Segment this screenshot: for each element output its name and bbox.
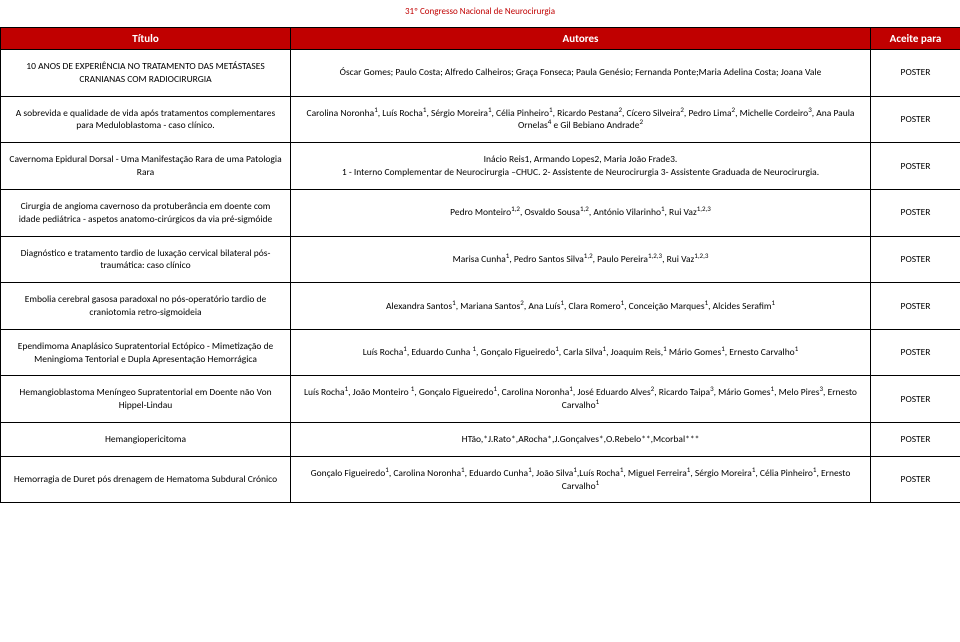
col-header-title: Título (1, 28, 291, 50)
accept-label: POSTER (871, 236, 960, 283)
abstract-authors: HTão,*J.Rato*,ARocha*,J.Gonçalves*,O.Reb… (291, 423, 871, 457)
table-row: Ependimoma Anaplásico Supratentorial Ect… (1, 329, 960, 376)
accept-label: POSTER (871, 143, 960, 190)
abstract-title: Diagnóstico e tratamento tardio de luxaç… (1, 236, 291, 283)
abstract-authors: Pedro Monteiro1,2, Osvaldo Sousa1,2, Ant… (291, 189, 871, 236)
table-row: Embolia cerebral gasosa paradoxal no pós… (1, 283, 960, 330)
col-header-accept: Aceite para (871, 28, 960, 50)
abstract-title: 10 ANOS DE EXPERIÊNCIA NO TRATAMENTO DAS… (1, 50, 291, 97)
abstract-authors: Alexandra Santos1, Mariana Santos2, Ana … (291, 283, 871, 330)
abstract-title: Hemangiopericitoma (1, 423, 291, 457)
abstract-authors: Gonçalo Figueiredo1, Carolina Noronha1, … (291, 456, 871, 503)
abstract-title: Cirurgia de angioma cavernoso da protube… (1, 189, 291, 236)
abstract-authors: Marisa Cunha1, Pedro Santos Silva1,2, Pa… (291, 236, 871, 283)
accept-label: POSTER (871, 96, 960, 143)
table-row: Cavernoma Epidural Dorsal - Uma Manifest… (1, 143, 960, 190)
abstract-authors: Carolina Noronha1, Luís Rocha1, Sérgio M… (291, 96, 871, 143)
table-header-row: Título Autores Aceite para (1, 28, 960, 50)
abstract-title: Embolia cerebral gasosa paradoxal no pós… (1, 283, 291, 330)
congress-title: 31º Congresso Nacional de Neurocirurgia (405, 6, 555, 17)
abstract-authors: Luís Rocha1, João Monteiro 1, Gonçalo Fi… (291, 376, 871, 423)
abstract-authors: Inácio Reis1, Armando Lopes2, Maria João… (291, 143, 871, 190)
accept-label: POSTER (871, 329, 960, 376)
accept-label: POSTER (871, 456, 960, 503)
accept-label: POSTER (871, 189, 960, 236)
table-row: Diagnóstico e tratamento tardio de luxaç… (1, 236, 960, 283)
abstract-title: Hemorragia de Duret pós drenagem de Hema… (1, 456, 291, 503)
table-row: Cirurgia de angioma cavernoso da protube… (1, 189, 960, 236)
abstract-authors: Luís Rocha1, Eduardo Cunha 1, Gonçalo Fi… (291, 329, 871, 376)
table-row: 10 ANOS DE EXPERIÊNCIA NO TRATAMENTO DAS… (1, 50, 960, 97)
abstract-title: Hemangioblastoma Meníngeo Supratentorial… (1, 376, 291, 423)
abstract-title: Ependimoma Anaplásico Supratentorial Ect… (1, 329, 291, 376)
abstract-authors: Óscar Gomes; Paulo Costa; Alfredo Calhei… (291, 50, 871, 97)
table-body: 10 ANOS DE EXPERIÊNCIA NO TRATAMENTO DAS… (1, 50, 960, 503)
table-row: Hemorragia de Duret pós drenagem de Hema… (1, 456, 960, 503)
abstracts-table: Título Autores Aceite para 10 ANOS DE EX… (0, 27, 960, 503)
accept-label: POSTER (871, 423, 960, 457)
table-row: A sobrevida e qualidade de vida após tra… (1, 96, 960, 143)
accept-label: POSTER (871, 376, 960, 423)
table-row: HemangiopericitomaHTão,*J.Rato*,ARocha*,… (1, 423, 960, 457)
abstract-title: Cavernoma Epidural Dorsal - Uma Manifest… (1, 143, 291, 190)
page-header: 31º Congresso Nacional de Neurocirurgia (0, 0, 960, 27)
accept-label: POSTER (871, 283, 960, 330)
col-header-authors: Autores (291, 28, 871, 50)
table-row: Hemangioblastoma Meníngeo Supratentorial… (1, 376, 960, 423)
abstract-title: A sobrevida e qualidade de vida após tra… (1, 96, 291, 143)
accept-label: POSTER (871, 50, 960, 97)
